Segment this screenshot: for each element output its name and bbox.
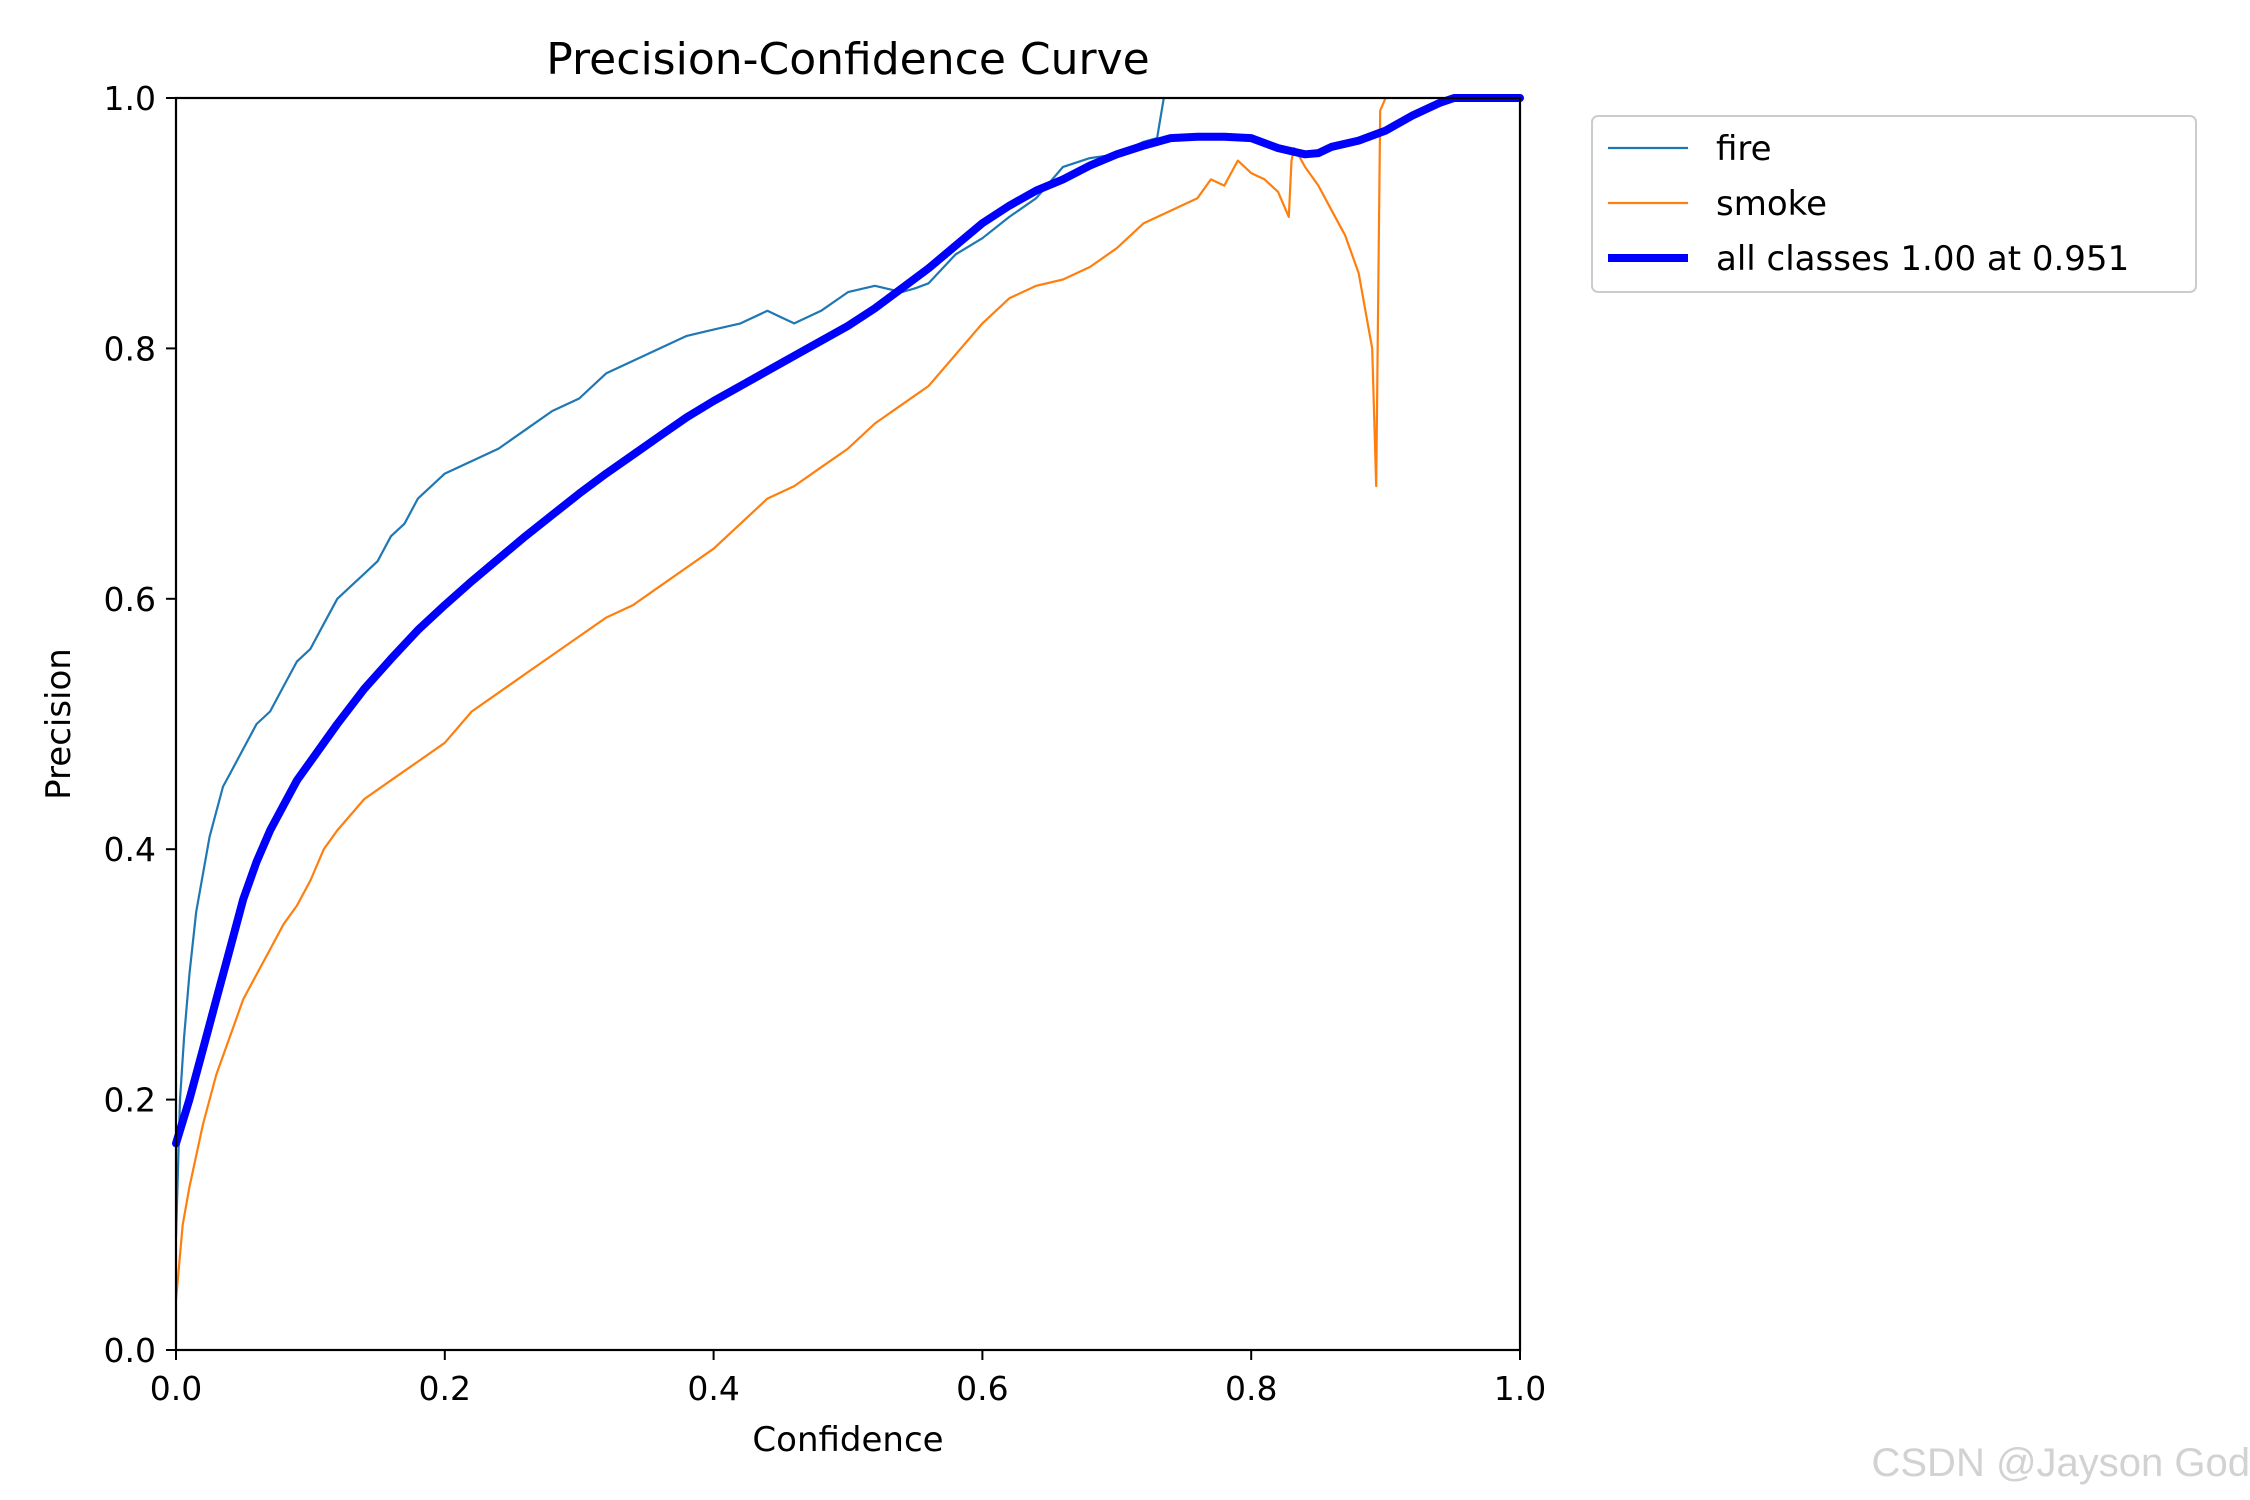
series-line-1 [174,96,1387,1302]
y-tick-label: 0.8 [104,329,156,368]
legend-label: fire [1716,129,1772,169]
y-axis-label: Precision [39,648,79,800]
y-axis-ticks: 0.0 0.2 0.4 0.6 0.8 1.0 [104,79,176,1370]
y-tick-label: 0.4 [104,830,156,869]
x-tick-label: 0.6 [956,1369,1008,1408]
plot-frame [174,96,1522,1352]
series-line-0 [174,96,1165,1239]
watermark-text: CSDN @Jayson God [1871,1441,2250,1485]
y-tick-label: 0.0 [104,1331,156,1370]
y-tick-label: 0.2 [104,1081,156,1120]
legend-label: smoke [1716,184,1827,224]
x-tick-label: 0.4 [687,1369,739,1408]
x-tick-label: 1.0 [1494,1369,1546,1408]
y-tick-label: 1.0 [104,79,156,118]
x-tick-label: 0.8 [1225,1369,1277,1408]
legend: fire smoke all classes 1.00 at 0.951 [1591,115,2197,293]
x-axis-ticks: 0.0 0.2 0.4 0.6 0.8 1.0 [150,1350,1546,1408]
y-tick-label: 0.6 [104,580,156,619]
chart-title: Precision-Confidence Curve [546,34,1149,85]
series-layer [172,94,1524,1302]
legend-label: all classes 1.00 at 0.951 [1716,239,2129,279]
x-tick-label: 0.2 [419,1369,471,1408]
x-axis-label: Confidence [752,1420,943,1460]
x-tick-label: 0.0 [150,1369,202,1408]
plot-area [176,98,1520,1350]
series-line-2 [172,94,1524,1148]
legend-box [1591,115,2197,293]
